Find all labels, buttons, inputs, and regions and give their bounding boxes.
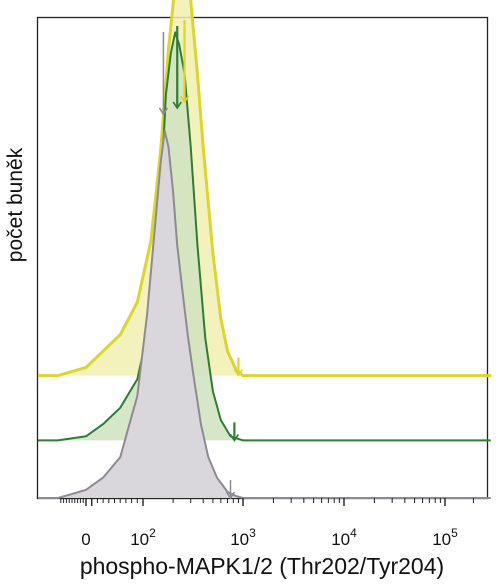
series-line-1: [38, 31, 491, 442]
series-area-1: [38, 32, 490, 441]
gate-arrow-1-0: [172, 101, 182, 110]
x-axis-label: phospho-MAPK1/2 (Thr202/Tyr204): [80, 553, 444, 579]
gate-arrow-2-0: [158, 107, 169, 116]
series-area-2: [38, 130, 490, 499]
x-tick-label-3: 104: [331, 526, 357, 549]
series-line-0: [38, 0, 492, 378]
x-tick-label-2: 103: [230, 526, 256, 549]
x-tick-labels: 0 102 103 104 105: [81, 526, 458, 549]
gate-arrow-1-1: [229, 433, 240, 442]
gate-arrow-0-0: [179, 95, 190, 104]
series-line-2: [38, 129, 491, 499]
y-axis-label: počet buněk: [4, 147, 27, 262]
x-axis-ticks: [60, 498, 474, 506]
x-tick-label-4: 105: [432, 526, 458, 549]
gate-arrow-0-1: [233, 369, 244, 378]
x-tick-label-0: 0: [81, 530, 90, 549]
gate-arrow-2-1: [225, 491, 236, 500]
series-layer: [38, 0, 492, 499]
series-area-0: [38, 0, 490, 376]
marker-layer: [158, 20, 244, 500]
x-tick-label-1: 102: [130, 526, 156, 549]
